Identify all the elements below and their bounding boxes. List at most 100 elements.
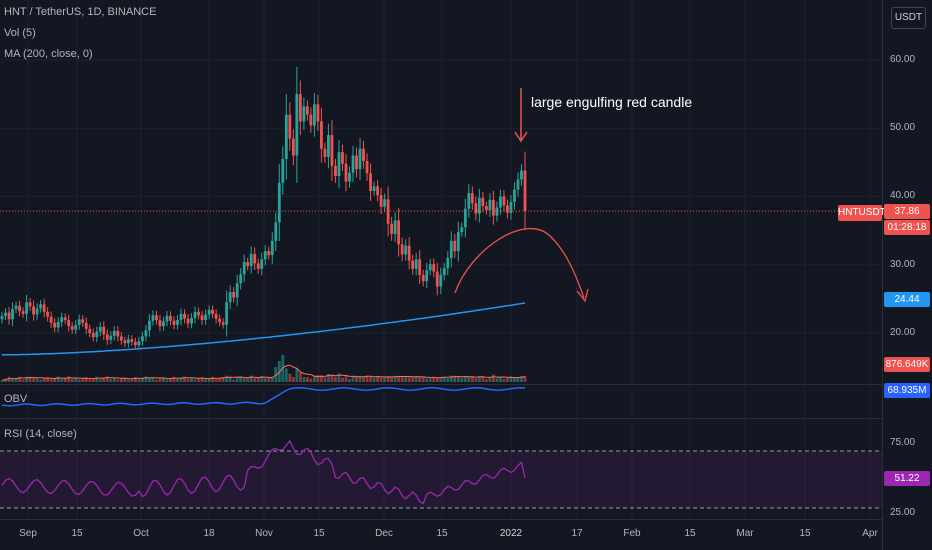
volume-bar (119, 378, 123, 382)
candle-body (172, 320, 176, 325)
rsi-legend[interactable]: RSI (14, close) (4, 428, 77, 440)
candle-body (165, 315, 169, 322)
volume-bar (365, 375, 369, 382)
candle-body (253, 253, 257, 264)
volume-bar (249, 375, 253, 382)
volume-bar (221, 377, 225, 382)
volume-bar (242, 378, 246, 382)
volume-bar (95, 376, 99, 382)
candle-body (379, 195, 383, 207)
volume-bar (253, 378, 257, 382)
candle-body (484, 206, 488, 211)
volume-bar (186, 378, 190, 382)
candle-body (119, 336, 123, 341)
volume-bar (411, 377, 415, 382)
time-tick: 15 (436, 528, 448, 539)
candle-body (456, 231, 460, 252)
candle-body (372, 186, 376, 192)
candle-body (274, 222, 278, 241)
candle-body (337, 152, 341, 177)
obv-pane[interactable] (0, 385, 882, 418)
volume-bar (183, 376, 186, 382)
candle-body (204, 314, 207, 321)
volume-bar (341, 377, 344, 382)
candle-body (60, 317, 64, 323)
price-axis[interactable] (882, 0, 932, 550)
candle-body (162, 321, 165, 327)
currency-button[interactable]: USDT (891, 7, 926, 29)
candle-body (386, 199, 390, 224)
candle-body (467, 193, 471, 209)
volume-bar (383, 377, 386, 382)
candle-body (344, 163, 348, 182)
volume-bar (320, 375, 323, 382)
price-pane[interactable] (0, 0, 882, 384)
candle-body (281, 158, 285, 183)
pane-divider[interactable] (0, 418, 932, 419)
volume-bar (312, 375, 316, 382)
candle-body (513, 189, 516, 202)
candle-body (151, 315, 155, 321)
volume-bar (481, 376, 485, 382)
candle-body (316, 104, 320, 122)
volume-bar (228, 376, 232, 382)
obv-legend[interactable]: OBV (4, 393, 28, 405)
candle-body (186, 318, 190, 324)
volume-bar (162, 377, 165, 382)
ma-legend[interactable]: MA (200, close, 0) (4, 48, 93, 60)
time-tick: Mar (736, 528, 754, 539)
volume-bar (295, 367, 299, 382)
candle-body (256, 263, 260, 269)
volume-bar (56, 376, 60, 382)
volume-bar (291, 376, 295, 382)
volume-bar (88, 379, 92, 382)
volume-bar (141, 377, 144, 382)
candle-body (179, 313, 183, 321)
rsi-pane[interactable] (0, 419, 882, 519)
candle-body (432, 264, 436, 272)
time-tick: 18 (203, 528, 215, 539)
candle-body (126, 339, 130, 344)
candle-body (355, 155, 358, 170)
volume-bar (327, 373, 330, 382)
symbol-legend[interactable]: HNT / TetherUS, 1D, BINANCE (4, 6, 157, 18)
time-tick: 15 (684, 528, 696, 539)
volume-bar (11, 378, 14, 382)
candle-body (270, 240, 274, 256)
rsi-value-tag: 51.22 (884, 471, 930, 486)
volume-bar (477, 376, 481, 382)
candle-body (523, 170, 527, 212)
candle-body (239, 274, 243, 284)
volume-bar (179, 377, 183, 382)
candle-body (14, 305, 18, 310)
obv-value-tag: 68.935M (884, 383, 930, 398)
candle-body (0, 315, 4, 320)
volume-legend[interactable]: Vol (5) (4, 27, 36, 39)
volume-bar (193, 379, 197, 382)
volume-bar (418, 376, 422, 382)
volume-bar (523, 376, 527, 382)
candle-body (418, 259, 422, 275)
volume-bar (239, 376, 243, 382)
candle-body (260, 259, 264, 269)
candle-body (91, 333, 95, 338)
volume-bar (169, 378, 172, 382)
volume-bar (288, 373, 292, 382)
volume-bar (421, 377, 425, 382)
candle-body (348, 172, 351, 182)
volume-bar (77, 379, 81, 382)
candle-body (421, 274, 425, 282)
candle-body (221, 322, 225, 325)
candle-body (144, 330, 148, 337)
volume-bar (4, 378, 7, 382)
pane-divider[interactable] (0, 384, 932, 385)
volume-bar (81, 378, 85, 382)
volume-bar (214, 379, 218, 382)
annotation-text[interactable]: large engulfing red candle (531, 94, 693, 110)
candle-body (495, 207, 499, 216)
candle-body (207, 309, 211, 315)
chart-canvas[interactable] (0, 0, 882, 550)
candle-body (492, 199, 495, 216)
volume-bar (337, 373, 341, 382)
candle-body (25, 302, 28, 314)
